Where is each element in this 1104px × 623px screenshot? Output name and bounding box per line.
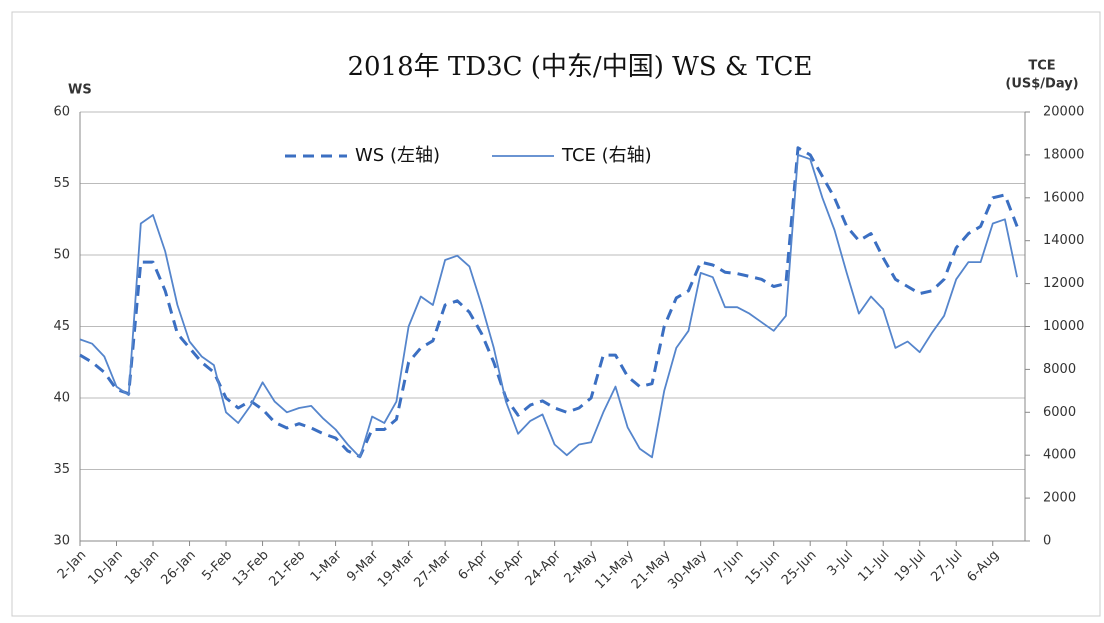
y2-tick-label: 20000 <box>1043 105 1084 120</box>
y2-tick-label: 18000 <box>1043 147 1084 162</box>
legend-label: WS (左轴) <box>355 145 440 166</box>
y2-tick-label: 10000 <box>1043 319 1084 334</box>
y-tick-label: 50 <box>53 248 70 263</box>
y-tick-label: 35 <box>53 462 70 477</box>
y2-tick-label: 16000 <box>1043 190 1084 205</box>
y2-tick-label: 2000 <box>1043 491 1076 506</box>
y2-tick-label: 8000 <box>1043 362 1076 377</box>
y-tick-label: 55 <box>53 176 70 191</box>
legend-label: TCE (右轴) <box>561 145 652 166</box>
y2-tick-label: 6000 <box>1043 405 1076 420</box>
y-tick-label: 60 <box>53 105 70 120</box>
y2-tick-label: 14000 <box>1043 233 1084 248</box>
frame <box>11 11 1101 617</box>
y-tick-label: 45 <box>53 319 70 334</box>
series-line <box>79 146 1019 459</box>
y2-tick-label: 4000 <box>1043 448 1076 463</box>
y2-axis-label: (US$/Day) <box>1005 77 1078 92</box>
y-axis-label: WS <box>68 83 92 98</box>
y-tick-label: 40 <box>53 391 70 406</box>
series-line <box>79 154 1018 459</box>
y2-tick-label: 0 <box>1043 534 1051 549</box>
chart-title: 2018年 TD3C (中东/中国) WS & TCE <box>347 52 812 82</box>
y-tick-label: 30 <box>53 534 70 549</box>
y2-tick-label: 12000 <box>1043 276 1084 291</box>
y2-axis-label: TCE <box>1028 59 1055 74</box>
